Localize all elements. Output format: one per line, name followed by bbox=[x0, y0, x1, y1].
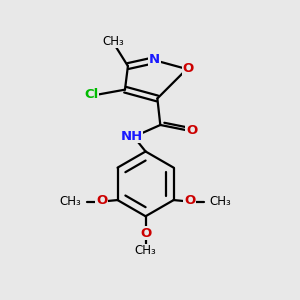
Text: O: O bbox=[96, 194, 107, 207]
Text: O: O bbox=[140, 226, 151, 239]
Text: CH₃: CH₃ bbox=[60, 195, 82, 208]
Text: NH: NH bbox=[120, 130, 142, 143]
Text: O: O bbox=[182, 62, 194, 75]
Text: O: O bbox=[184, 194, 195, 207]
Text: CH₃: CH₃ bbox=[210, 195, 231, 208]
Text: Cl: Cl bbox=[84, 88, 98, 101]
Text: O: O bbox=[186, 124, 197, 137]
Text: CH₃: CH₃ bbox=[102, 34, 124, 48]
Text: CH₃: CH₃ bbox=[135, 244, 157, 257]
Text: N: N bbox=[149, 52, 160, 65]
